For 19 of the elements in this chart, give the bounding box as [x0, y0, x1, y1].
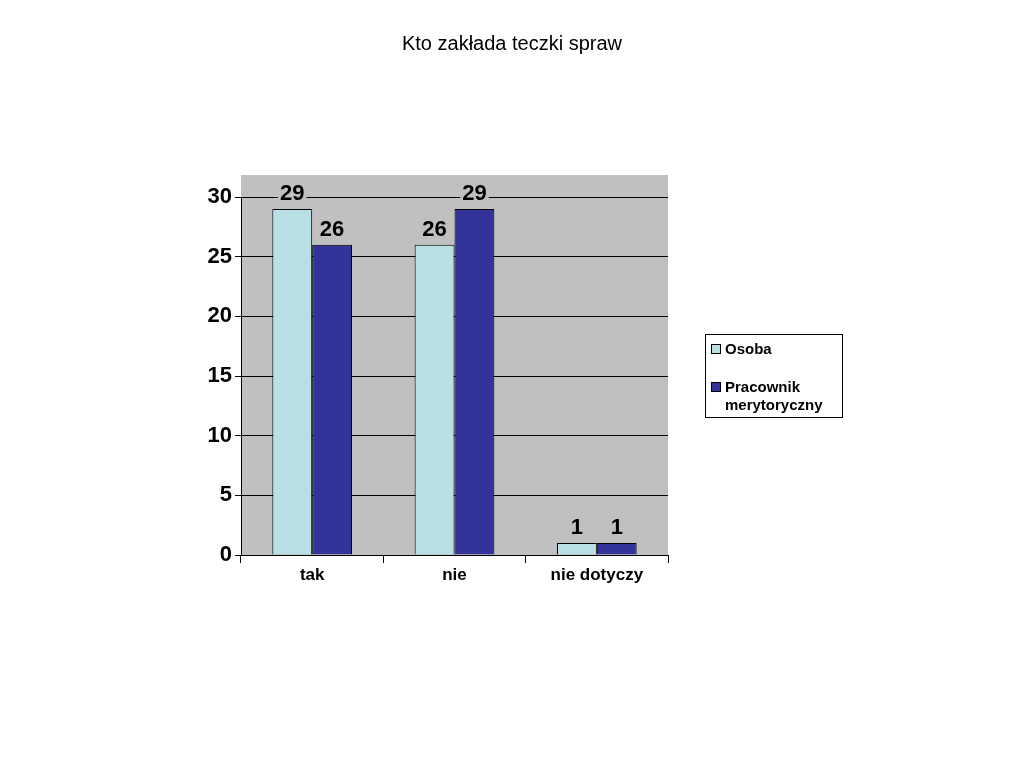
- data-label: 1: [570, 514, 584, 540]
- legend-label: Osoba: [725, 340, 772, 358]
- chart-title: Kto zakłada teczki spraw: [400, 31, 624, 55]
- x-tick-label: tak: [299, 564, 325, 584]
- y-tick-label: 5: [219, 481, 232, 507]
- y-tick-label: 10: [207, 421, 232, 447]
- y-tick-label: 30: [207, 183, 232, 209]
- data-label: 29: [280, 179, 305, 205]
- data-label: 29: [462, 179, 487, 205]
- data-label: 26: [422, 215, 447, 241]
- y-tick-label: 0: [219, 541, 232, 567]
- y-tick-label: 25: [207, 242, 232, 268]
- x-tick-label: nie dotyczy: [550, 564, 644, 584]
- x-tick-label: nie: [442, 564, 467, 584]
- y-tick-label: 15: [207, 362, 232, 388]
- y-tick-label: 20: [207, 302, 232, 328]
- data-label: 1: [610, 514, 623, 540]
- legend-label: Pracownik merytoryczny: [725, 378, 824, 414]
- data-label: 26: [319, 215, 345, 241]
